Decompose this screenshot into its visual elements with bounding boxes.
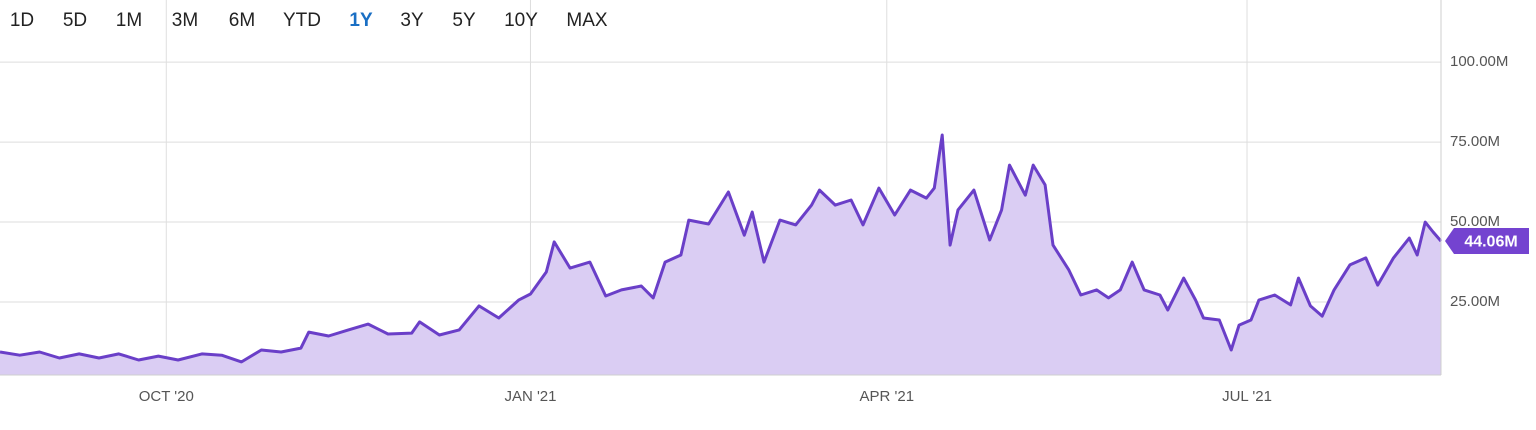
y-tick-label: 100.00M [1450,53,1508,70]
range-button[interactable]: 6M [229,10,255,31]
range-button[interactable]: 5Y [452,10,476,31]
range-button[interactable]: MAX [566,10,608,31]
y-tick-label: 50.00M [1450,213,1500,230]
y-tick-label: 25.00M [1450,293,1500,310]
range-button[interactable]: 1D [10,10,34,31]
value-label: 44.06M [1464,233,1517,250]
range-button[interactable]: 3M [172,10,198,31]
x-tick-label: OCT '20 [139,388,194,405]
range-button[interactable]: 1Y [349,10,373,31]
x-tick-label: APR '21 [859,388,914,405]
range-button[interactable]: 1M [116,10,142,31]
x-tick-label: JAN '21 [504,388,556,405]
y-tick-label: 75.00M [1450,133,1500,150]
x-tick-label: JUL '21 [1222,388,1272,405]
range-button[interactable]: 5D [63,10,87,31]
value-tag [1445,228,1529,255]
line [0,133,1443,364]
range-button[interactable]: 3Y [400,10,424,31]
area-fill [0,135,1441,375]
range-button[interactable]: YTD [283,10,321,31]
range-button[interactable]: 10Y [504,10,538,31]
